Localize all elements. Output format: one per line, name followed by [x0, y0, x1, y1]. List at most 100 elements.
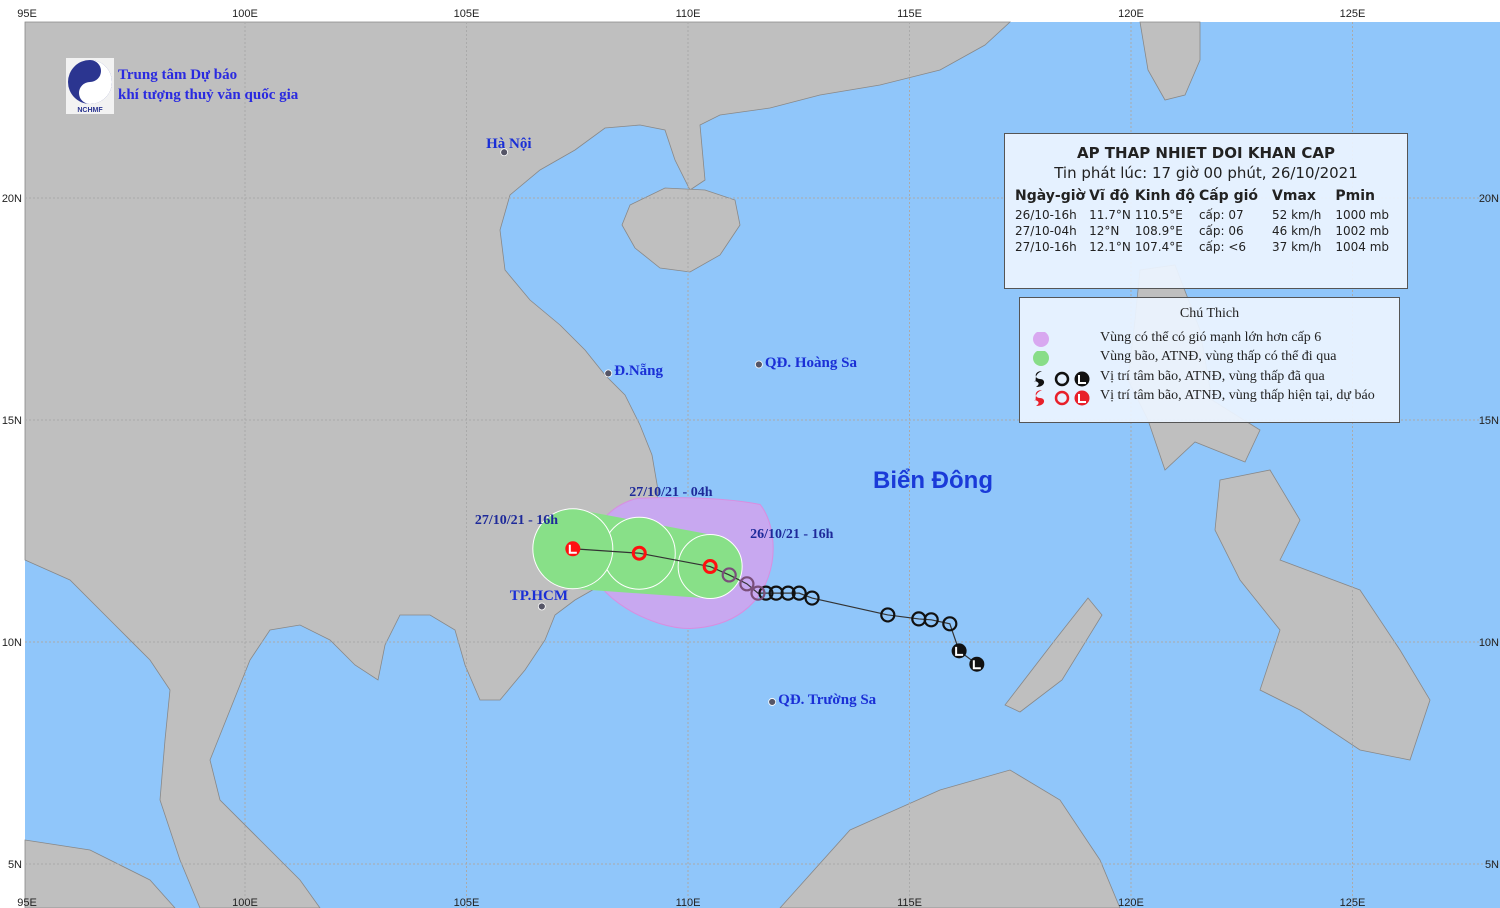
- sumatra-island: [24, 839, 176, 908]
- table-cell: 12°N: [1089, 224, 1120, 238]
- table-cell: 108.9°E: [1134, 224, 1183, 238]
- past-position-icon: [791, 585, 807, 601]
- place-dot-icon: [537, 602, 546, 611]
- bulletin-info-box: AP THAP NHIET DOI KHAN CAP Tin phát lúc:…: [1004, 133, 1408, 289]
- mainland-asia: [24, 21, 1012, 908]
- table-cell: cấp: 06: [1198, 224, 1244, 238]
- past-position-icon: [804, 590, 820, 606]
- past-position-icon: [758, 585, 774, 601]
- past-position-icon: [750, 585, 766, 601]
- lon-label-top: 100E: [232, 8, 258, 20]
- col-header: Kinh độ: [1134, 188, 1195, 204]
- past-position-icon: [942, 616, 958, 632]
- lon-label-top: 120E: [1118, 8, 1144, 20]
- table-row: 26/10-16h 11.7°N 110.5°E cấp: 07 52 km/h 1000…: [1013, 207, 1391, 223]
- visayas-mindanao: [1214, 469, 1431, 761]
- lon-label-top: 125E: [1340, 8, 1366, 20]
- lon-label-bottom: 100E: [232, 897, 258, 908]
- lon-label-top: 110E: [676, 8, 701, 20]
- black-storm-symbols-icon: [1034, 371, 1090, 387]
- table-cell: 107.4°E: [1134, 240, 1183, 254]
- lon-label-top: 105E: [454, 8, 480, 20]
- past-low-icon: [951, 643, 967, 659]
- past-position-icon: [739, 576, 755, 592]
- sea-name-label: Biển Đông: [873, 467, 993, 494]
- lon-label-bottom: 110E: [676, 897, 701, 908]
- place-dot-icon: [500, 148, 509, 157]
- legend-title: Chú Thich: [1179, 306, 1240, 321]
- bulletin-title: AP THAP NHIET DOI KHAN CAP: [1076, 144, 1335, 162]
- lon-label-bottom: 115E: [897, 897, 922, 908]
- table-cell: 46 km/h: [1272, 224, 1322, 238]
- lat-label-left: 20N: [2, 193, 22, 205]
- lat-label-right: 15N: [1479, 415, 1499, 427]
- col-header: Cấp gió: [1198, 188, 1259, 204]
- lon-label-bottom: 105E: [454, 897, 480, 908]
- bulletin-issued-time: Tin phát lúc: 17 giờ 00 phút, 26/10/2021: [1054, 164, 1358, 182]
- red-storm-symbols-icon: [1034, 390, 1090, 406]
- lon-label-bottom: 125E: [1340, 897, 1366, 908]
- place-dot-icon: [768, 698, 777, 706]
- forecast-low-icon: [565, 541, 581, 557]
- place-dot-icon: [604, 369, 613, 378]
- lat-label-left: 5N: [8, 859, 22, 871]
- past-low-icon: [969, 656, 985, 672]
- taiwan-island: [1139, 21, 1201, 101]
- lat-label-right: 10N: [1479, 637, 1499, 649]
- place-label: Đ.Nẵng: [614, 363, 664, 380]
- forecast-table: Ngày-giờ Vĩ độ Kinh độ Cấp gió Vmax Pmin…: [1013, 186, 1391, 255]
- nchmf-logo: NCHMF: [66, 58, 114, 114]
- col-header: Vĩ độ: [1089, 188, 1130, 204]
- forecast-low-letter: [568, 544, 577, 554]
- legend-item-track-zone: Vùng bão, ATNĐ, vùng thấp có thể đi qua: [1020, 349, 1399, 367]
- lon-label-top: 115E: [897, 8, 922, 20]
- lat-label-left: 10N: [2, 637, 22, 649]
- legend-item-forecast: Vị trí tâm bão, ATNĐ, vùng thấp hiện tại…: [1020, 388, 1399, 406]
- lat-label-left: 15N: [2, 415, 22, 427]
- current-position-icon: [702, 559, 718, 575]
- lon-label-bottom: 95E: [17, 897, 37, 908]
- lon-label-bottom: 120E: [1118, 897, 1144, 908]
- legend-box: Chú Thich Vùng có thể có gió mạnh lớn hơ…: [1019, 297, 1400, 423]
- past-position-icon: [911, 611, 927, 627]
- table-row: 27/10-04h 12°N 108.9°E cấp: 06 46 km/h 1002 m…: [1013, 223, 1391, 239]
- purple-circle-icon: [1033, 332, 1049, 347]
- table-cell: 110.5°E: [1134, 208, 1183, 222]
- place-dot-icon: [754, 360, 763, 369]
- past-low-letter: [972, 660, 981, 670]
- table-cell: 1000 mb: [1335, 208, 1390, 222]
- legend-item-past: Vị trí tâm bão, ATNĐ, vùng thấp đã qua: [1020, 369, 1399, 387]
- forecast-time-label: 26/10/21 - 16h: [750, 526, 834, 542]
- org-name-line1: Trung tâm Dự báo: [118, 67, 238, 83]
- svg-text:NCHMF: NCHMF: [77, 107, 103, 114]
- table-cell: 27/10-16h: [1015, 240, 1077, 254]
- lon-label-top: 95E: [17, 8, 37, 20]
- table-cell: cấp: <6: [1198, 240, 1247, 254]
- table-cell: 26/10-16h: [1015, 208, 1077, 222]
- table-cell: 11.7°N: [1089, 208, 1131, 222]
- forecast-time-label: 27/10/21 - 04h: [629, 485, 713, 501]
- legend-item-risk-zone: Vùng có thể có gió mạnh lớn hơn cấp 6: [1020, 330, 1399, 348]
- table-cell: 1004 mb: [1335, 240, 1390, 254]
- lat-label-right: 20N: [1479, 193, 1499, 205]
- table-cell: 52 km/h: [1272, 208, 1322, 222]
- org-name-line2: khí tượng thuỷ văn quốc gia: [118, 87, 299, 103]
- past-position-icon: [768, 585, 784, 601]
- past-position-icon: [880, 607, 896, 623]
- col-header: Vmax: [1272, 188, 1316, 204]
- table-row: 27/10-16h 12.1°N 107.4°E cấp: <6 37 km/h 1004…: [1013, 239, 1391, 255]
- table-cell: cấp: 07: [1198, 208, 1244, 222]
- past-low-letter: [955, 646, 964, 656]
- table-cell: 1002 mb: [1335, 224, 1390, 238]
- green-circle-icon: [1033, 351, 1049, 366]
- table-cell: 12.1°N: [1089, 240, 1131, 254]
- place-label: QĐ. Hoàng Sa: [764, 354, 857, 371]
- palawan-island: [1004, 597, 1103, 713]
- lat-label-right: 5N: [1485, 859, 1499, 871]
- forecast-position-icon: [631, 545, 647, 561]
- place-label: Hà Nội: [486, 136, 532, 153]
- table-cell: 37 km/h: [1272, 240, 1322, 254]
- table-cell: 27/10-04h: [1015, 224, 1077, 238]
- forecast-time-label: 27/10/21 - 16h: [474, 512, 559, 528]
- place-label: TP.HCM: [509, 588, 568, 605]
